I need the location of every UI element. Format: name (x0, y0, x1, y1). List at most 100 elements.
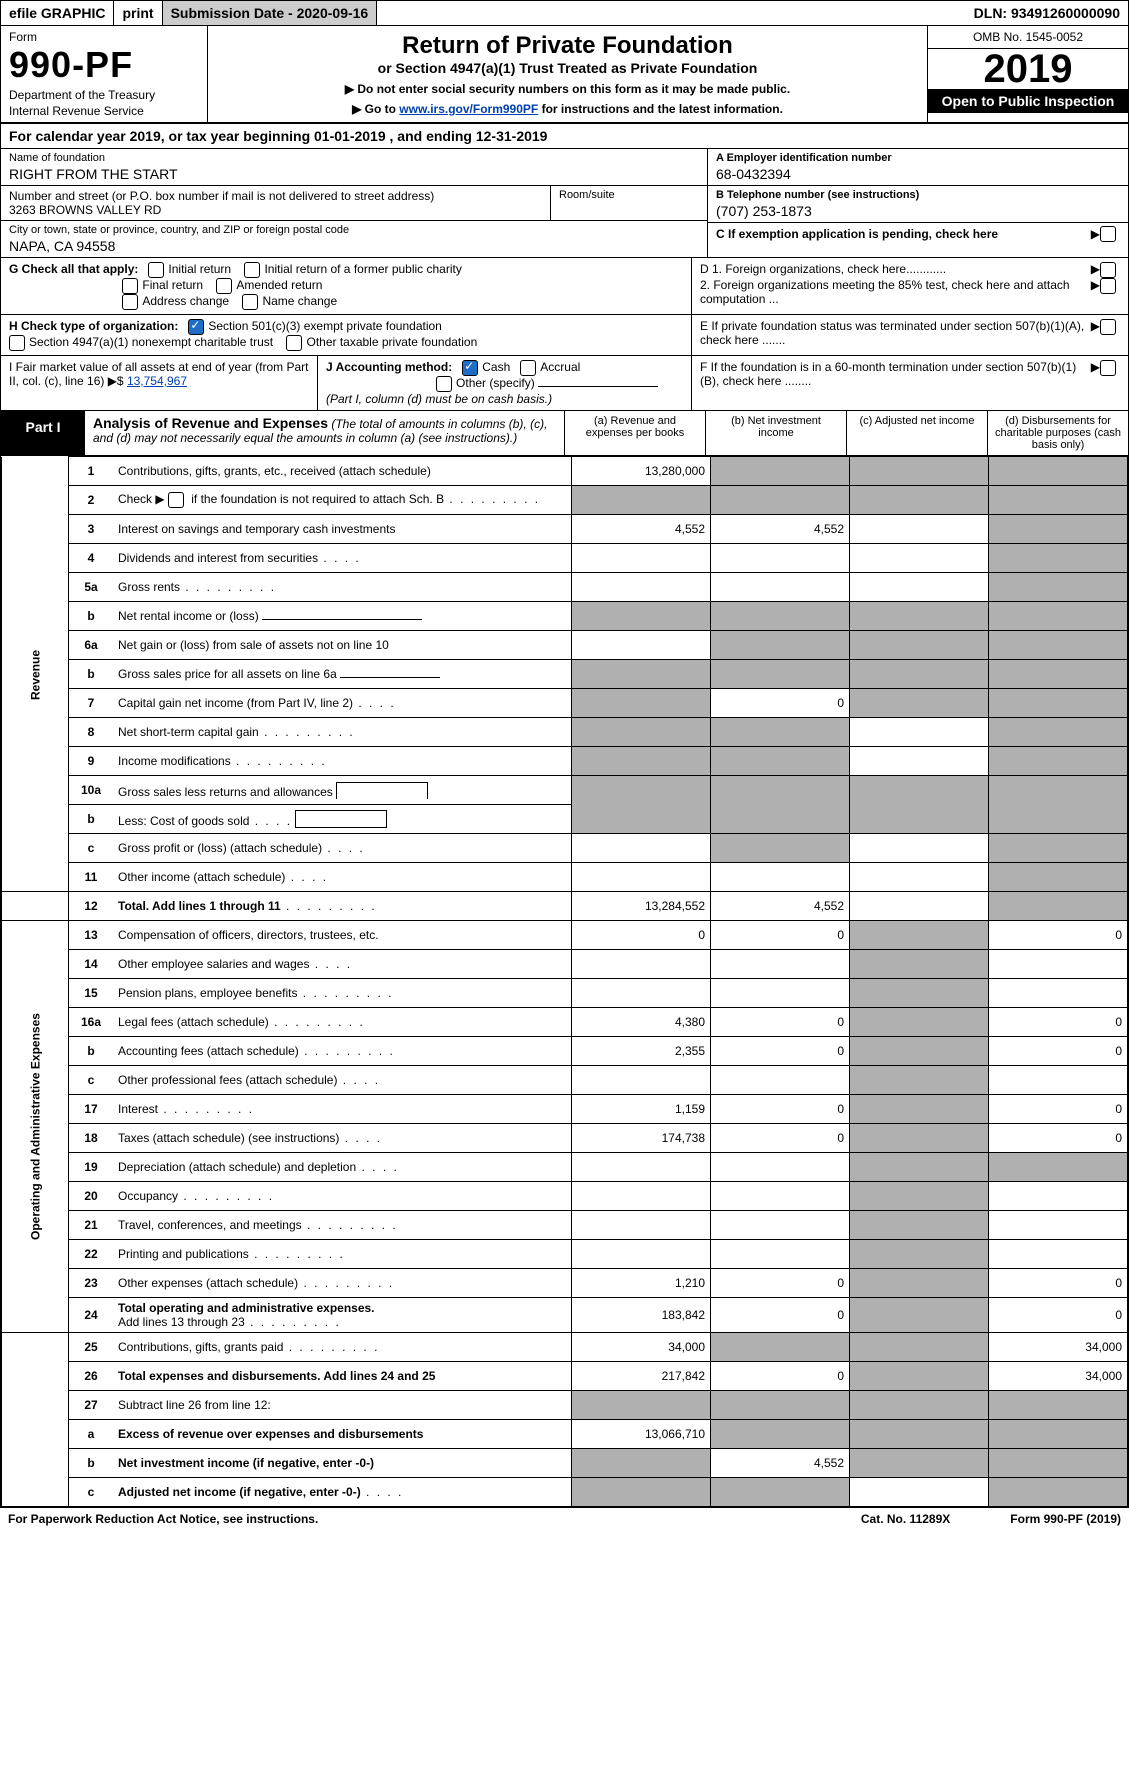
j-other-checkbox[interactable] (436, 376, 452, 392)
col-b (711, 1182, 850, 1211)
table-row: b Net investment income (if negative, en… (2, 1449, 1128, 1478)
col-b: 0 (711, 921, 850, 950)
line-num: b (69, 660, 114, 689)
table-row: 23 Other expenses (attach schedule) 1,21… (2, 1269, 1128, 1298)
e-section: E If private foundation status was termi… (691, 315, 1128, 355)
print-button[interactable]: print (114, 1, 162, 25)
r4-text: Dividends and interest from securities (118, 551, 318, 565)
col-b-header: (b) Net investment income (705, 411, 846, 455)
d2-label: 2. Foreign organizations meeting the 85%… (700, 278, 1091, 306)
f-label: F If the foundation is in a 60-month ter… (700, 360, 1091, 406)
goto-pre: ▶ Go to (352, 102, 399, 116)
line-num: 25 (69, 1333, 114, 1362)
form-word: Form (9, 30, 199, 44)
g-initial-return-checkbox[interactable] (148, 262, 164, 278)
col-d (989, 718, 1128, 747)
col-a: 0 (572, 921, 711, 950)
col-b: 0 (711, 1298, 850, 1333)
r19-text: Depreciation (attach schedule) and deple… (118, 1160, 356, 1174)
col-c (850, 718, 989, 747)
j-accrual-checkbox[interactable] (520, 360, 536, 376)
g-final-return-checkbox[interactable] (122, 278, 138, 294)
col-a (572, 1211, 711, 1240)
col-c (850, 1298, 989, 1333)
col-d (989, 457, 1128, 486)
c-checkbox[interactable] (1100, 226, 1116, 242)
table-row: 8 Net short-term capital gain (2, 718, 1128, 747)
col-d-header: (d) Disbursements for charitable purpose… (987, 411, 1128, 455)
line-desc: Net gain or (loss) from sale of assets n… (113, 631, 572, 660)
col-b (711, 1478, 850, 1507)
col-b (711, 457, 850, 486)
r8-text: Net short-term capital gain (118, 725, 259, 739)
col-a: 13,280,000 (572, 457, 711, 486)
table-row: 11 Other income (attach schedule) (2, 863, 1128, 892)
city-state-zip: NAPA, CA 94558 (9, 238, 699, 254)
col-a: 2,355 (572, 1037, 711, 1066)
d2-checkbox[interactable] (1100, 278, 1116, 294)
g-address-change-checkbox[interactable] (122, 294, 138, 310)
r27a-text: Excess of revenue over expenses and disb… (118, 1427, 423, 1441)
col-d: 0 (989, 1124, 1128, 1153)
table-row: 18 Taxes (attach schedule) (see instruct… (2, 1124, 1128, 1153)
line-num: 21 (69, 1211, 114, 1240)
line-desc: Depreciation (attach schedule) and deple… (113, 1153, 572, 1182)
g-name-change-checkbox[interactable] (242, 294, 258, 310)
line-desc: Contributions, gifts, grants paid (113, 1333, 572, 1362)
d1-checkbox[interactable] (1100, 262, 1116, 278)
r6b-text: Gross sales price for all assets on line… (118, 667, 337, 681)
r16c-text: Other professional fees (attach schedule… (118, 1073, 337, 1087)
col-d (989, 486, 1128, 515)
line-num: 16a (69, 1008, 114, 1037)
ein-box: A Employer identification number 68-0432… (708, 149, 1128, 186)
col-b: 0 (711, 1008, 850, 1037)
g-initial-former-checkbox[interactable] (244, 262, 260, 278)
col-b (711, 718, 850, 747)
col-c (850, 544, 989, 573)
r2-checkbox[interactable] (168, 492, 184, 508)
r27c-text: Adjusted net income (if negative, enter … (118, 1485, 361, 1499)
col-d (989, 1240, 1128, 1269)
r16b-text: Accounting fees (attach schedule) (118, 1044, 299, 1058)
line-num: a (69, 1420, 114, 1449)
e-label: E If private foundation status was termi… (700, 319, 1091, 351)
g-opt-3: Amended return (236, 278, 322, 292)
f-checkbox[interactable] (1100, 360, 1116, 376)
col-c (850, 457, 989, 486)
line-desc: Compensation of officers, directors, tru… (113, 921, 572, 950)
col-d (989, 660, 1128, 689)
h-501c3-checkbox[interactable] (188, 319, 204, 335)
col-b: 4,552 (711, 1449, 850, 1478)
col-c (850, 573, 989, 602)
table-row: 25 Contributions, gifts, grants paid 34,… (2, 1333, 1128, 1362)
col-b (711, 631, 850, 660)
col-b: 0 (711, 1269, 850, 1298)
irs-link[interactable]: www.irs.gov/Form990PF (399, 102, 538, 116)
col-b (711, 950, 850, 979)
col-c (850, 776, 989, 834)
g-amended-checkbox[interactable] (216, 278, 232, 294)
table-row: 14 Other employee salaries and wages (2, 950, 1128, 979)
col-d (989, 1449, 1128, 1478)
h-opt2: Section 4947(a)(1) nonexempt charitable … (29, 335, 273, 349)
col-c (850, 1420, 989, 1449)
e-checkbox[interactable] (1100, 319, 1116, 335)
col-c-header: (c) Adjusted net income (846, 411, 987, 455)
line-num: 11 (69, 863, 114, 892)
table-row: 19 Depreciation (attach schedule) and de… (2, 1153, 1128, 1182)
col-d: 34,000 (989, 1333, 1128, 1362)
j-cash-checkbox[interactable] (462, 360, 478, 376)
fmv-value: 13,754,967 (127, 374, 187, 388)
line-num: 26 (69, 1362, 114, 1391)
h-other-checkbox[interactable] (286, 335, 302, 351)
col-a (572, 1240, 711, 1269)
table-row: 6a Net gain or (loss) from sale of asset… (2, 631, 1128, 660)
j-cash: Cash (482, 360, 510, 374)
col-d: 0 (989, 1269, 1128, 1298)
g-opt-5: Name change (262, 294, 337, 308)
r2-post: if the foundation is not required to att… (191, 492, 444, 506)
line-desc: Total expenses and disbursements. Add li… (113, 1362, 572, 1391)
col-b (711, 544, 850, 573)
col-a (572, 573, 711, 602)
h-4947-checkbox[interactable] (9, 335, 25, 351)
